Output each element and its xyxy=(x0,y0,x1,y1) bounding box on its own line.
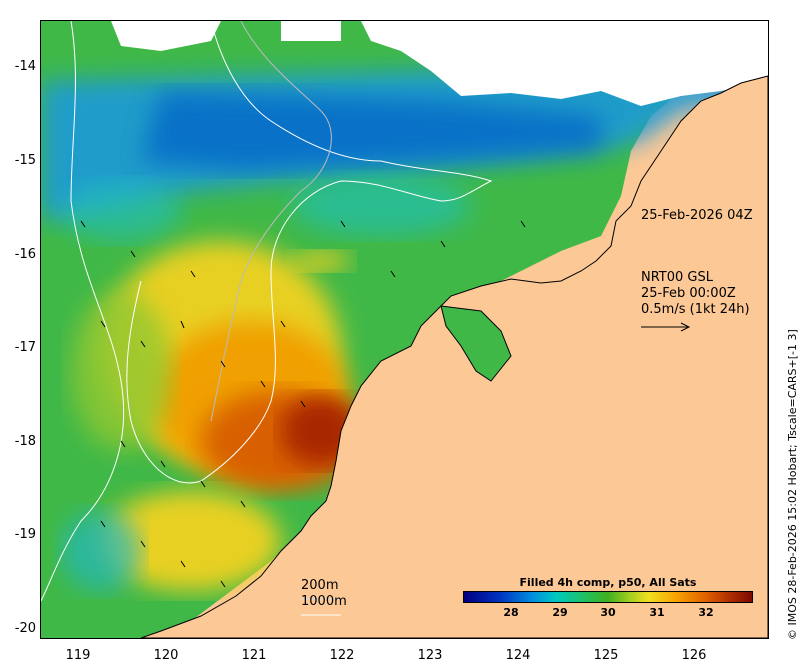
credit-text: © IMOS 28-Feb-2026 15:02 Hobart; Tscale=… xyxy=(786,329,799,640)
x-tick-label: 122 xyxy=(329,648,355,663)
colorbar-tick: 29 xyxy=(552,606,568,619)
current-scale-arrow xyxy=(641,322,691,332)
contour-200-label: 200m xyxy=(301,578,339,593)
colorbar xyxy=(463,591,753,603)
sst-field xyxy=(41,21,768,638)
current-time-label: 25-Feb 00:00Z xyxy=(641,286,736,301)
contour-1000-label: 1000m xyxy=(301,594,347,609)
y-tick-label: -15 xyxy=(14,153,36,168)
ocean-temperature-field xyxy=(41,21,768,638)
y-tick-label: -14 xyxy=(14,59,36,74)
cloud-mask xyxy=(111,21,768,106)
sst-map xyxy=(40,20,769,639)
colorbar-tick: 30 xyxy=(600,606,616,619)
current-scale-label: 0.5m/s (1kt 24h) xyxy=(641,302,750,317)
x-tick-label: 126 xyxy=(681,648,707,663)
king-sound-water xyxy=(440,305,512,382)
y-tick-label: -20 xyxy=(14,621,36,636)
land xyxy=(140,75,768,638)
x-tick-label: 123 xyxy=(417,648,443,663)
x-tick-label: 121 xyxy=(241,648,267,663)
colorbar-tick: 28 xyxy=(503,606,519,619)
image-time-label: 25-Feb-2026 04Z xyxy=(641,208,753,223)
colorbar-title: Filled 4h comp, p50, All Sats xyxy=(519,576,697,589)
x-tick-label: 125 xyxy=(593,648,619,663)
y-tick-label: -18 xyxy=(14,434,36,449)
colorbar-tick: 31 xyxy=(649,606,665,619)
x-tick-label: 124 xyxy=(505,648,531,663)
current-product-label: NRT00 GSL xyxy=(641,270,713,285)
x-tick-label: 120 xyxy=(153,648,179,663)
isobaths xyxy=(41,21,493,602)
y-tick-label: -16 xyxy=(14,247,36,262)
y-tick-label: -17 xyxy=(14,340,36,355)
current-vectors xyxy=(80,220,526,588)
y-tick-label: -19 xyxy=(14,527,36,542)
colorbar-tick: 32 xyxy=(698,606,714,619)
x-tick-label: 119 xyxy=(65,648,91,663)
